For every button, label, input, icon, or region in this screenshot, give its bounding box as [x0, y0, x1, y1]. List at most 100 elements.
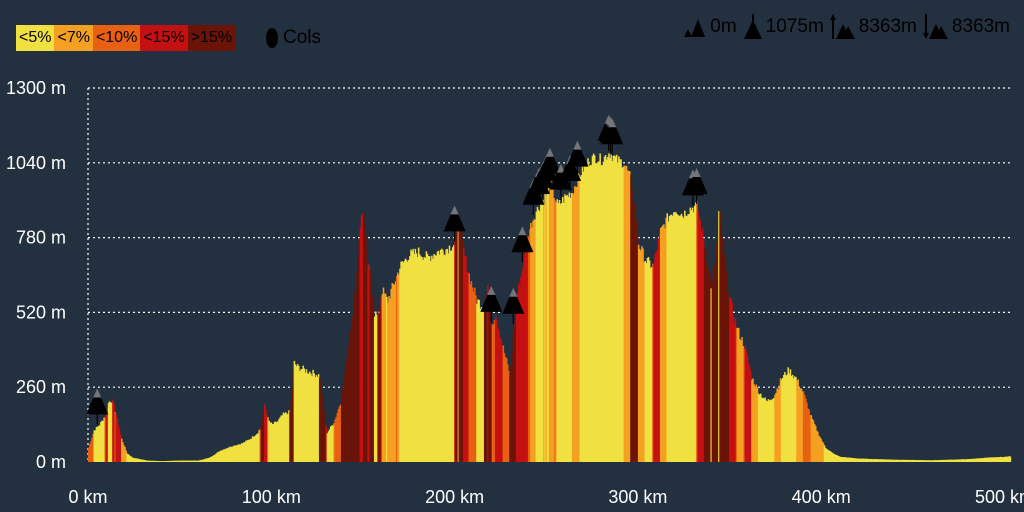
profile-stripe: [100, 421, 102, 462]
col-marker-icon[interactable]: [601, 118, 624, 155]
profile-stripe: [534, 219, 537, 462]
profile-stripe: [931, 460, 934, 462]
col-marker-icon[interactable]: [480, 285, 503, 322]
profile-stripe: [439, 249, 442, 462]
profile-stripe: [976, 458, 979, 462]
profile-stripe: [303, 368, 306, 462]
col-marker-icon[interactable]: [502, 287, 525, 324]
profile-stripe: [419, 254, 421, 462]
x-tick-label: 400 km: [792, 487, 851, 507]
profile-stripe: [481, 309, 484, 462]
profile-stripe: [803, 395, 806, 462]
col-markers: [86, 114, 708, 425]
profile-stripe: [403, 260, 406, 462]
profile-stripe: [273, 421, 276, 462]
profile-stripe: [460, 230, 463, 462]
y-tick-label: 780 m: [16, 228, 66, 248]
profile-stripe: [382, 287, 385, 462]
profile-stripe: [768, 400, 771, 462]
profile-stripe: [487, 285, 489, 462]
col-marker-icon[interactable]: [538, 147, 561, 184]
profile-stripe: [927, 460, 929, 462]
profile-stripe: [682, 218, 685, 462]
profile-stripe: [631, 189, 633, 462]
profile-stripe: [279, 417, 281, 462]
profile-stripe: [689, 207, 692, 462]
profile-stripe: [443, 254, 445, 462]
profile-stripe: [569, 198, 572, 462]
profile-stripe: [650, 267, 652, 462]
profile-stripe: [257, 433, 259, 462]
profile-stripe: [169, 460, 171, 462]
profile-stripe: [770, 399, 773, 462]
profile-stripe: [324, 419, 326, 462]
profile-stripe: [873, 459, 875, 462]
stat-max-altitude: 1075m: [743, 14, 824, 40]
profile-stripe: [637, 244, 640, 462]
profile-stripe: [232, 446, 234, 462]
profile-stripe: [965, 459, 968, 462]
profile-stripe: [251, 436, 254, 462]
profile-stripe: [662, 225, 664, 462]
profile-stripe: [537, 209, 540, 462]
col-marker-icon[interactable]: [511, 226, 534, 263]
profile-stripe: [730, 298, 732, 462]
profile-stripe: [736, 327, 739, 462]
profile-stripe: [334, 419, 336, 462]
legend-item: <10%: [92, 25, 141, 51]
profile-stripe: [678, 215, 681, 462]
profile-stripe: [620, 159, 622, 463]
profile-stripe: [566, 194, 568, 462]
col-marker-icon[interactable]: [566, 140, 589, 177]
profile-stripe: [129, 456, 132, 462]
profile-stripe: [971, 458, 973, 462]
profile-stripe: [885, 459, 887, 462]
profile-stripe: [880, 459, 883, 462]
profile-stripe: [139, 459, 142, 462]
profile-stripe: [471, 287, 474, 462]
profile-stripe: [579, 176, 582, 462]
profile-stripe: [377, 312, 379, 462]
profile-stripe: [364, 222, 366, 462]
profile-stripe: [144, 460, 146, 462]
profile-stripe: [599, 153, 601, 462]
profile-stripe: [425, 251, 428, 462]
col-marker-icon[interactable]: [443, 205, 466, 242]
profile-stripe: [740, 340, 742, 462]
profile-stripe: [598, 161, 600, 462]
profile-stripe: [250, 438, 253, 462]
y-tick-label: 1040 m: [6, 153, 66, 173]
profile-stripe: [825, 448, 828, 462]
col-marker-icon[interactable]: [549, 163, 572, 200]
col-marker-icon[interactable]: [685, 168, 708, 204]
profile-stripe: [844, 457, 847, 462]
profile-stripe: [564, 194, 566, 462]
profile-stripe: [669, 215, 672, 462]
profile-stripe: [968, 458, 971, 462]
profile-stripe: [359, 227, 362, 462]
profile-stripe: [934, 460, 937, 462]
profile-stripe: [513, 323, 516, 462]
profile-stripe: [274, 421, 277, 462]
profile-stripe: [624, 166, 627, 462]
profile-stripe: [570, 193, 573, 463]
profile-stripe: [905, 459, 907, 462]
col-marker-icon[interactable]: [86, 388, 109, 425]
profile-stripe: [555, 202, 557, 463]
profile-stripe: [307, 373, 310, 462]
profile-stripe: [497, 327, 499, 462]
profile-stripe: [939, 460, 941, 462]
profile-stripe: [355, 291, 357, 462]
profile-stripe: [191, 460, 193, 462]
profile-stripe: [795, 377, 797, 462]
profile-stripe: [480, 306, 483, 462]
profile-stripe: [856, 458, 859, 462]
profile-stripe: [698, 216, 700, 462]
profile-stripe: [166, 461, 168, 462]
profile-stripe: [519, 286, 521, 462]
profile-stripe: [97, 426, 100, 462]
profile-stripe: [292, 370, 295, 462]
profile-stripe: [973, 458, 975, 462]
profile-stripe: [841, 457, 843, 462]
profile-stripe: [567, 196, 570, 463]
